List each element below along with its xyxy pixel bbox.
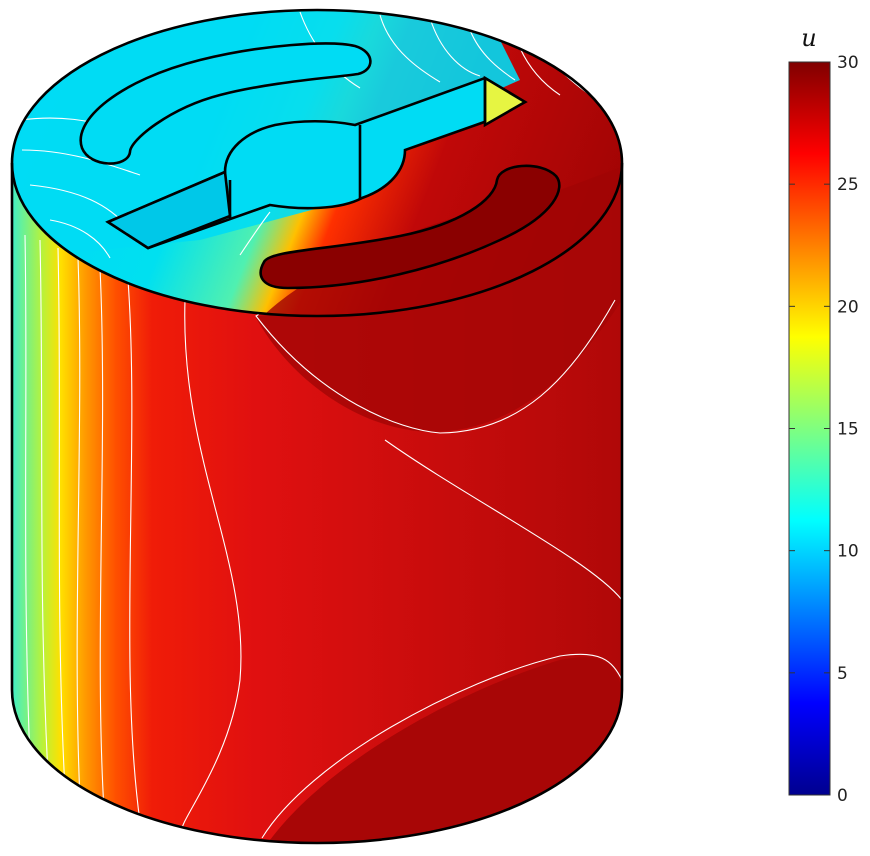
colorbar-tick-label: 15 [837, 420, 859, 440]
colorbar-tick-label: 25 [837, 175, 859, 195]
colorbar-tick-label: 20 [837, 297, 859, 317]
colorbar-tick-label: 5 [837, 664, 848, 684]
colorbar-ticks: 0 5 10 15 20 25 30 [789, 53, 859, 806]
colorbar: 0 5 10 15 20 25 30 u [788, 24, 859, 806]
colorbar-tick-label: 10 [837, 542, 859, 562]
cylinder-outline [10, 8, 624, 845]
colorbar-tick-label: 30 [837, 53, 859, 73]
cutout-shapes [79, 42, 561, 290]
lower-arc-slot [259, 164, 561, 290]
top-contours [19, 11, 606, 259]
colorbar-title: u [801, 24, 816, 52]
colorbar-gradient [788, 61, 831, 796]
colorbar-tick-label: 0 [837, 786, 848, 806]
side-wall-dark-region [270, 657, 622, 842]
upper-arc-slot [79, 42, 372, 165]
